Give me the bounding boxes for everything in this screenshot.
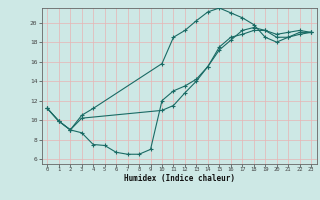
X-axis label: Humidex (Indice chaleur): Humidex (Indice chaleur) xyxy=(124,174,235,183)
